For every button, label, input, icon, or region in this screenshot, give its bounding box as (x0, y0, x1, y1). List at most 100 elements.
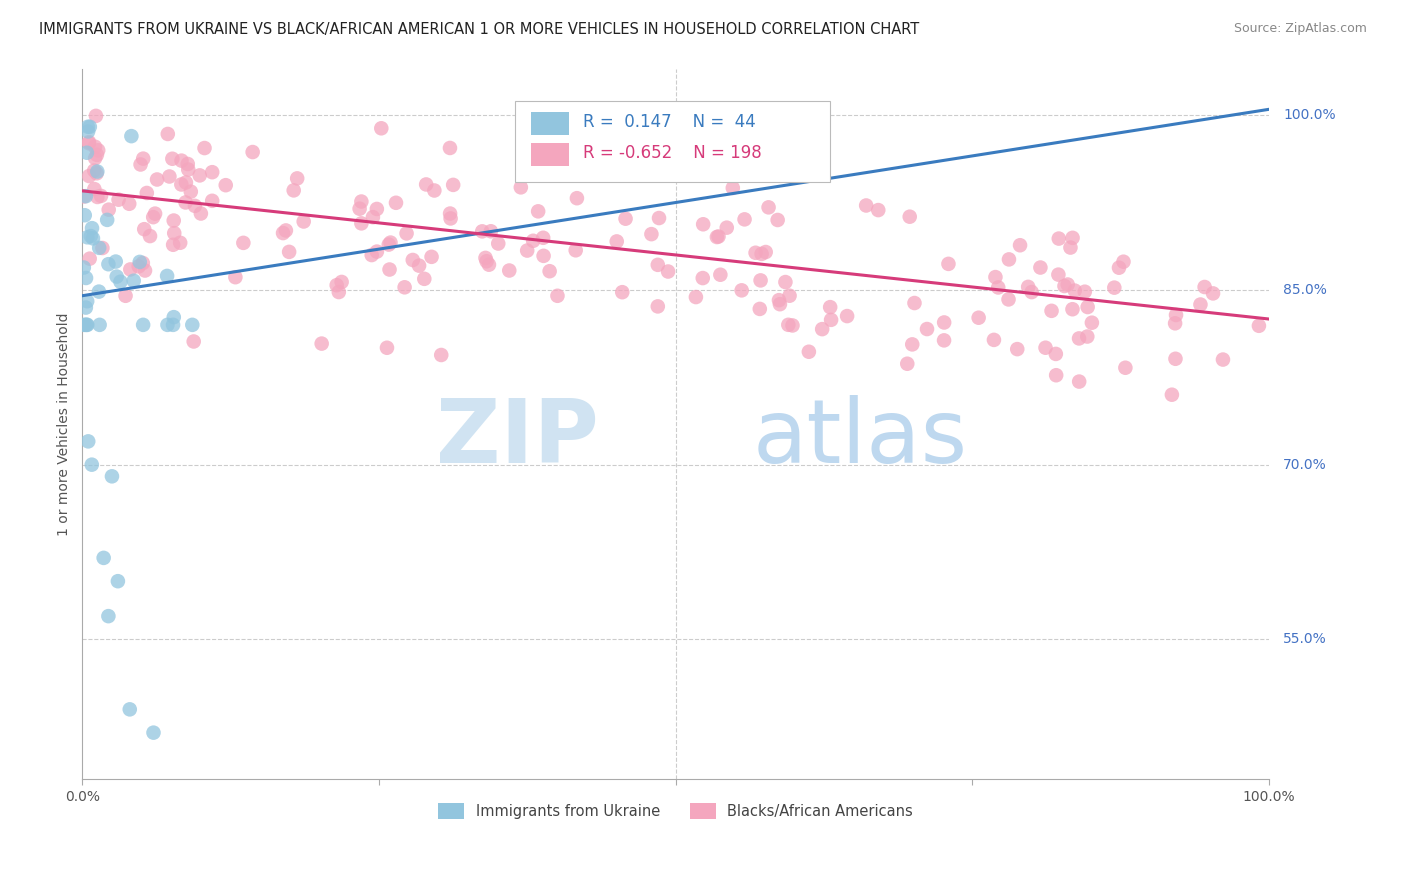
Point (1047, 268, 1070, 282)
Point (731, 283, 754, 297)
Point (439, 206, 461, 220)
Point (84, 109, 107, 123)
Point (107, 193, 129, 207)
Point (163, 310, 186, 325)
Point (87, 144, 110, 158)
Point (538, 264, 561, 278)
Legend: Immigrants from Ukraine, Blacks/African Americans: Immigrants from Ukraine, Blacks/African … (432, 797, 920, 825)
Point (1045, 347, 1067, 361)
Point (1008, 238, 1031, 252)
Text: atlas: atlas (752, 394, 967, 482)
Point (90, 189, 112, 203)
Point (811, 322, 834, 336)
Point (349, 202, 371, 216)
Point (564, 244, 586, 258)
Point (84, 151, 107, 165)
Point (129, 157, 152, 171)
Point (77, 120, 100, 134)
Point (748, 301, 770, 316)
Point (101, 469, 124, 483)
Point (215, 178, 238, 193)
Point (77, 136, 100, 151)
Point (1059, 241, 1081, 255)
Point (105, 269, 128, 284)
Point (77, 169, 100, 183)
Point (80, 221, 103, 235)
Point (80, 458, 103, 472)
Point (86, 166, 108, 180)
Point (647, 299, 669, 313)
Point (180, 185, 202, 199)
Point (522, 234, 544, 248)
Point (533, 249, 555, 263)
Point (1029, 260, 1052, 275)
Point (76, 145, 98, 160)
Point (692, 217, 714, 231)
Point (1104, 280, 1126, 294)
Point (779, 289, 801, 303)
Point (377, 237, 399, 252)
Point (80, 229, 103, 244)
Point (169, 235, 191, 250)
Point (120, 129, 142, 144)
Point (1077, 300, 1099, 314)
Point (394, 280, 416, 294)
Point (1212, 352, 1234, 367)
Point (898, 210, 921, 224)
FancyBboxPatch shape (531, 112, 569, 135)
Point (91, 241, 114, 255)
Point (132, 152, 155, 166)
Point (380, 235, 402, 250)
Point (177, 157, 200, 171)
Point (104, 254, 127, 268)
Point (134, 263, 156, 277)
Point (162, 237, 184, 252)
Point (139, 229, 162, 244)
Point (83, 182, 105, 196)
Point (749, 273, 772, 287)
Point (87, 285, 110, 299)
Point (135, 186, 157, 200)
Point (758, 200, 780, 214)
Point (73, 189, 96, 203)
Point (984, 270, 1007, 285)
Text: 70.0%: 70.0% (1284, 458, 1327, 472)
Point (163, 213, 186, 227)
Point (775, 275, 797, 289)
Point (441, 178, 464, 192)
Point (89, 318, 111, 332)
Point (606, 235, 628, 249)
Point (73, 318, 96, 332)
Point (721, 181, 744, 195)
Point (1045, 368, 1067, 383)
Point (120, 262, 142, 277)
Point (640, 227, 662, 241)
Point (360, 248, 382, 262)
Point (932, 334, 955, 348)
Point (1067, 331, 1090, 345)
Point (350, 216, 373, 230)
Point (413, 272, 436, 286)
Point (896, 357, 918, 371)
Point (283, 183, 305, 197)
Point (408, 259, 430, 273)
Point (174, 195, 197, 210)
Point (75, 189, 97, 203)
Point (1164, 351, 1187, 366)
Point (1069, 375, 1091, 389)
Point (157, 169, 180, 184)
Point (325, 278, 347, 293)
Point (190, 206, 212, 220)
Point (934, 316, 956, 330)
Point (118, 196, 141, 211)
Point (1164, 316, 1187, 330)
Point (242, 145, 264, 159)
Point (274, 223, 297, 237)
Point (76, 230, 98, 244)
Point (1114, 360, 1136, 375)
Point (128, 255, 150, 269)
Point (709, 268, 731, 282)
Point (612, 285, 634, 300)
Point (614, 211, 637, 226)
Point (415, 178, 437, 192)
